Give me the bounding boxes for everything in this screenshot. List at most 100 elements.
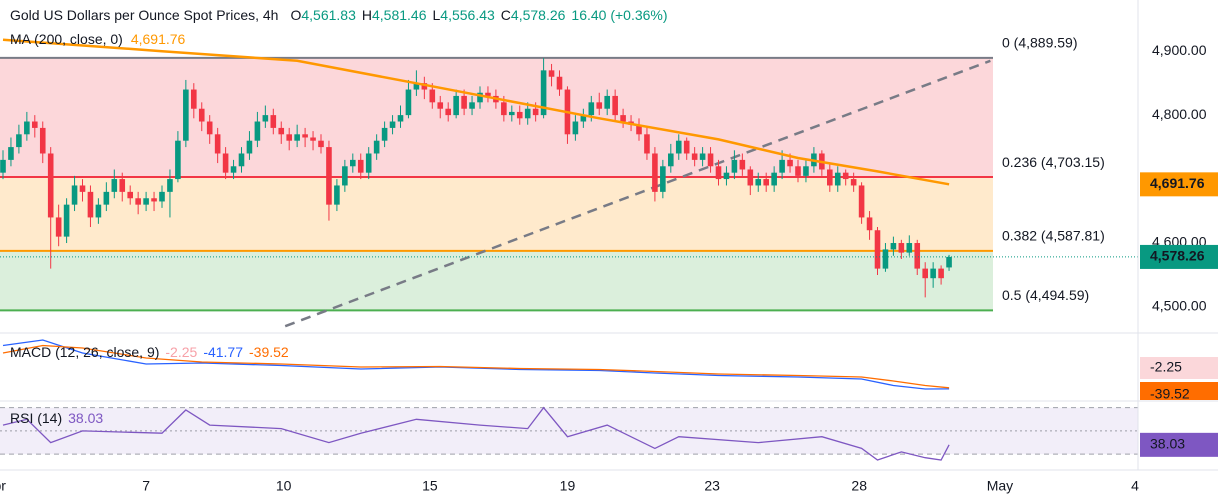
candle-body (103, 191, 110, 205)
candle-body (501, 102, 507, 116)
candle-body (946, 256, 952, 268)
candle-body (79, 185, 86, 192)
fib-zone (0, 177, 993, 251)
candle-body (310, 137, 316, 141)
candle-body (636, 124, 642, 135)
candle-body (882, 249, 889, 269)
candle-body (318, 140, 324, 148)
candle-body (47, 153, 54, 218)
last-price-label: 4,578.26 (1150, 248, 1205, 264)
candle-body (389, 121, 396, 128)
candle-body (183, 89, 189, 141)
candle-body (119, 179, 126, 192)
candle-body (604, 95, 610, 109)
candle-body (230, 166, 237, 173)
candle-body (111, 179, 118, 192)
y-tick-label: 4,500.00 (1152, 298, 1207, 314)
candle-body (453, 95, 459, 116)
candle-body (755, 179, 762, 186)
indicator-panes (0, 339, 1138, 461)
x-tick-label: 4 (1131, 478, 1139, 494)
candle-body (445, 108, 451, 116)
candle-body (342, 166, 348, 186)
candle-body (222, 153, 229, 173)
macd-value: -39.52 (249, 344, 289, 360)
candle-body (191, 89, 197, 109)
x-tick-label: 15 (422, 478, 438, 494)
trendline (284, 59, 991, 328)
candle-body (866, 217, 873, 231)
candle-body (509, 111, 515, 116)
candle-body (381, 127, 388, 141)
candle-body (572, 121, 579, 135)
candle-body (707, 153, 714, 167)
moving-average (2, 38, 950, 186)
fib-label: 0.382 (4,587.81) (1002, 228, 1105, 244)
candle-body (779, 159, 785, 173)
macd-line (2, 344, 950, 389)
macd-signal-tag (1140, 382, 1218, 400)
candle-body (151, 198, 157, 202)
x-tick-label: May (987, 478, 1013, 494)
x-tick-label: Apr (0, 478, 6, 494)
title: Gold US Dollars per Ounce Spot Prices, 4… (10, 7, 278, 23)
candle-body (906, 243, 913, 253)
candle-body (302, 134, 308, 138)
fib-label: 0 (4,889.59) (1002, 35, 1078, 51)
candle-body (8, 147, 14, 160)
candle-body (898, 243, 905, 253)
candle-body (644, 134, 650, 154)
candle-body (270, 115, 277, 128)
candle-body (842, 172, 849, 180)
price-pane: 0 (4,889.59) 0.236 (4,703.15) 0.382 (4,587… (0, 35, 1138, 328)
candle-body (39, 127, 46, 154)
candle-body (612, 95, 618, 116)
candle-body (461, 95, 467, 109)
candle-body (874, 230, 881, 269)
candle-body (254, 121, 261, 141)
candle-body (214, 134, 221, 154)
candle-body (922, 268, 928, 279)
x-tick-label: 23 (704, 478, 720, 494)
candle-body (691, 153, 698, 160)
last-price-tag (1140, 244, 1218, 269)
candle-body (803, 166, 809, 176)
macd-signal-label: -39.52 (1150, 386, 1190, 402)
ohlc-value: 4,581.46 (372, 7, 427, 23)
candle-body (747, 169, 754, 186)
candle-body (206, 121, 213, 135)
change: 16.40 (+0.36%) (571, 7, 667, 23)
macd-value: -41.77 (203, 344, 243, 360)
candle-body (143, 198, 149, 205)
candle-body (135, 198, 141, 205)
candle-body (834, 172, 841, 186)
candle-body (660, 166, 666, 192)
candle-body (596, 102, 603, 109)
candle-body (373, 140, 380, 154)
candle-body (914, 243, 921, 269)
ma-value: 4,691.76 (131, 31, 186, 47)
candle-body (827, 169, 833, 186)
macd-hist-tag (1140, 357, 1218, 379)
rsi-tag (1140, 432, 1218, 457)
fib-zone (0, 57, 993, 178)
candle-body (357, 159, 364, 173)
candle-body (850, 179, 857, 186)
ohlc-value: 4,556.43 (440, 7, 495, 23)
candle-body (350, 159, 356, 167)
candle-body (0, 159, 6, 173)
ma-legend: MA (200, close, 0) 4,691.76 (10, 31, 186, 47)
macd-hist-label: -2.25 (1150, 359, 1182, 375)
ohlc-key: O (290, 7, 301, 23)
rsi-title: RSI (14) (10, 410, 62, 426)
candle-body (294, 134, 300, 141)
candle-body (413, 83, 420, 90)
candle-body (930, 268, 936, 279)
candle-body (286, 134, 292, 141)
macd-title: MACD (12, 26, close, 9) (10, 344, 159, 360)
candle-body (795, 166, 801, 176)
ohlc-value: 4,578.26 (511, 7, 566, 23)
candle-body (159, 191, 165, 202)
